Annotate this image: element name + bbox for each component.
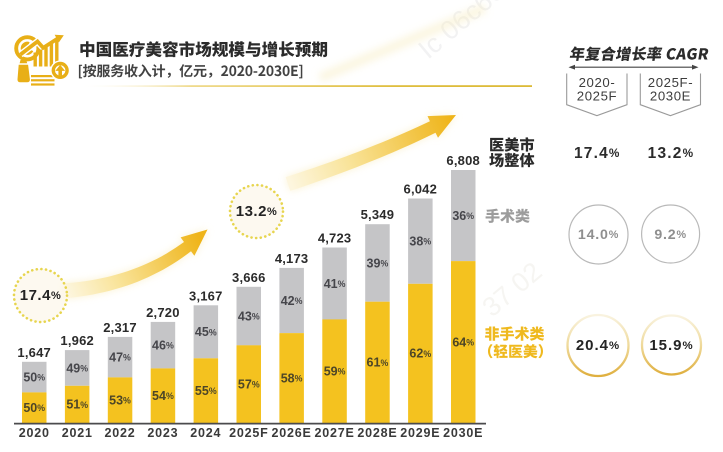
svg-text:3,666: 3,666 — [232, 270, 266, 285]
svg-text:15.9%: 15.9% — [649, 337, 693, 354]
svg-text:4,173: 4,173 — [275, 251, 309, 266]
svg-text:2025F: 2025F — [229, 426, 268, 440]
svg-text:13.2%: 13.2% — [648, 145, 695, 162]
svg-text:49%: 49% — [66, 361, 88, 375]
svg-text:5,349: 5,349 — [361, 207, 395, 222]
svg-text:2021: 2021 — [62, 426, 93, 440]
svg-text:14.0%: 14.0% — [578, 227, 619, 243]
svg-text:50%: 50% — [23, 370, 45, 384]
svg-text:2028E: 2028E — [357, 426, 397, 440]
svg-text:2023: 2023 — [147, 426, 178, 440]
svg-text:2030E: 2030E — [650, 89, 691, 104]
svg-text:17.4%: 17.4% — [574, 145, 621, 162]
svg-text:1,962: 1,962 — [60, 333, 94, 348]
svg-text:59%: 59% — [324, 365, 346, 379]
svg-text:54%: 54% — [152, 389, 174, 403]
svg-text:2022: 2022 — [104, 426, 135, 440]
svg-text:9.2%: 9.2% — [654, 227, 687, 243]
svg-text:45%: 45% — [195, 325, 217, 339]
svg-text:2020: 2020 — [19, 426, 50, 440]
svg-text:42%: 42% — [281, 294, 303, 308]
svg-text:39%: 39% — [367, 256, 389, 270]
svg-text:55%: 55% — [195, 384, 217, 398]
svg-text:2025F: 2025F — [577, 89, 617, 104]
svg-text:47%: 47% — [109, 350, 131, 364]
svg-text:61%: 61% — [367, 356, 389, 370]
svg-text:2025F-: 2025F- — [648, 75, 693, 90]
svg-text:6,808: 6,808 — [446, 153, 480, 168]
svg-text:20.4%: 20.4% — [576, 337, 620, 354]
svg-text:3,167: 3,167 — [189, 288, 223, 303]
svg-text:2020-: 2020- — [579, 75, 616, 90]
svg-text:2029E: 2029E — [400, 426, 440, 440]
svg-text:2027E: 2027E — [315, 426, 355, 440]
svg-text:1,647: 1,647 — [17, 345, 51, 360]
svg-text:64%: 64% — [452, 335, 474, 349]
svg-text:2,720: 2,720 — [146, 305, 180, 320]
svg-text:53%: 53% — [109, 394, 131, 408]
svg-text:38%: 38% — [409, 234, 431, 248]
svg-text:36%: 36% — [452, 209, 474, 223]
svg-text:62%: 62% — [409, 347, 431, 361]
svg-text:43%: 43% — [238, 309, 260, 323]
svg-text:51%: 51% — [66, 398, 88, 412]
svg-text:58%: 58% — [281, 371, 303, 385]
svg-text:2030E: 2030E — [443, 426, 483, 440]
svg-text:50%: 50% — [23, 401, 45, 415]
svg-text:2,317: 2,317 — [103, 320, 137, 335]
svg-text:46%: 46% — [152, 339, 174, 353]
svg-text:4,723: 4,723 — [318, 231, 352, 246]
svg-text:17.4%: 17.4% — [20, 287, 61, 304]
svg-text:2026E: 2026E — [272, 426, 312, 440]
svg-text:41%: 41% — [324, 277, 346, 291]
svg-text:2024: 2024 — [190, 426, 221, 440]
svg-text:57%: 57% — [238, 378, 260, 392]
svg-text:13.2%: 13.2% — [236, 203, 277, 220]
svg-text:6,042: 6,042 — [404, 182, 438, 197]
